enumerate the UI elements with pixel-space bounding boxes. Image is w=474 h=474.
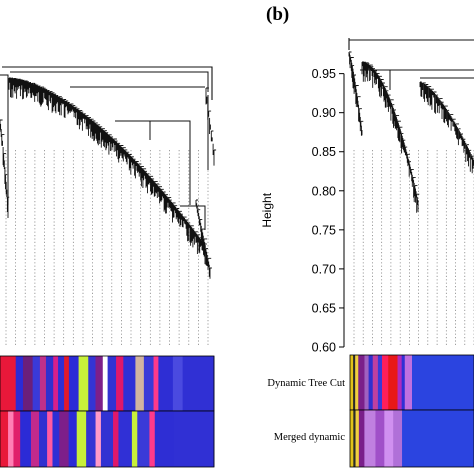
panel-a-row-1-segment [53,356,59,411]
panel-b-y-tick-label: 0.95 [312,67,336,81]
panel-b-row-dynamic-segment [377,355,383,410]
panel-b-row-dynamic-segment [350,355,354,410]
panel-a-row-1-segment [64,356,70,411]
panel-b-y-tick-label: 0.60 [312,341,336,355]
panel-a-row-2-segment [173,411,215,467]
panel-b-row-dynamic-segment [404,355,413,410]
panel-a-row-1-segment [32,356,41,411]
panel-a-row-2-segment [47,411,53,467]
panel-a-row-1-segment [158,356,174,411]
panel-b-y-tick-label: 0.85 [312,145,336,159]
panel-a-row-2-segment [39,411,48,467]
panel-b-row-label-merged: Merged dynamic [274,432,346,443]
panel-a-row-2-segment [8,411,14,467]
panel-a-row-1-segment [135,356,145,411]
panel-a-row-1-segment [107,356,117,411]
panel-b-row-dynamic-segment [388,355,398,410]
panel-b-row-merged-segment [358,410,365,467]
panel-b-row-dynamic-segment [382,355,389,410]
panel-a-row-1-segment [143,356,154,411]
panel-b-row-dynamic-segment [372,355,379,410]
panel-a-row-2-segment [59,411,70,467]
panel-a-dendrogram [0,66,217,468]
panel-a-row-2-segment [0,411,9,467]
panel-b-row-label-dynamic: Dynamic Tree Cut [267,378,345,389]
panel-a-row-1-segment [123,356,136,411]
panel-b-row-dynamic-segment [358,355,365,410]
panel-b-row-dynamic-segment [397,355,403,410]
panel-a-row-1-segment [39,356,47,411]
panel-b-y-axis-title: Height [260,192,274,227]
panel-b-mid-leaves [361,61,420,213]
panel-b-row-merged-segment [375,410,385,467]
panel-a-row-1-segment [182,356,215,411]
panel-a-row-1-segment [22,356,34,411]
panel-a-row-2-segment [86,411,96,467]
panel-b-y-tick-label: 0.70 [312,262,336,276]
panel-a-row-2-segment [76,411,87,467]
panel-b-top-merge [348,38,474,50]
panel-b-row-merged-segment [350,410,354,467]
panel-a-row-2-segment [52,411,60,467]
panel-a-row-1-segment [102,356,109,411]
panel-b-y-tick-label: 0.90 [312,106,336,120]
panel-a-row-2-segment [154,411,175,467]
panel-b-row-dynamic-segment [355,355,359,410]
panel-a-row-1-segment [58,356,65,411]
panel-b-row-merged-segment [353,410,356,467]
panel-b-label: (b) [266,4,289,25]
panel-a-row-1-segment [78,356,89,411]
panel-a-left-leaves [0,119,10,218]
panel-b-row-dynamic-segment [364,355,369,410]
panel-b-row-dynamic-segment [412,355,474,410]
panel-a-row-2-segment [113,411,119,467]
panel-b-y-tick-label: 0.80 [312,184,336,198]
panel-a-row-2-segment [30,411,40,467]
panel-a-left-branch [0,74,9,205]
panel-a-row-2-frame [0,410,215,468]
panel-b-merge-2 [360,69,474,90]
panel-a-row-1-segment [15,356,24,411]
panel-a-row-2-segment [118,411,133,467]
panel-a-row-1-segment [88,356,96,411]
panel-b-row-merged-segment [355,410,360,467]
panel-a-merge-4 [180,205,206,230]
panel-a-side-leaves [205,87,217,166]
panel-b-row-merged-segment [364,410,376,467]
panel-b-row-dynamic-segment [368,355,374,410]
panel-a-row-2-segment [95,411,102,467]
panel-a-row-1-segment [95,356,104,411]
panel-a-row-1-segment [116,356,124,411]
panel-a-tail-leaves [195,199,212,279]
panel-a-row-1-segment [0,356,17,411]
panel-b-dendrogram: 0.60 0.65 0.70 0.75 0.80 0.85 0.90 0.95 Height Dy… [260,38,474,468]
panel-a-row-2-segment [100,411,114,467]
panel-b-row-merged-segment [384,410,394,467]
panel-a-row-1-segment [68,356,79,411]
panel-a-row-2-segment [149,411,156,467]
panel-b-y-tick-label: 0.65 [312,301,336,315]
panel-b-leaf-guides [353,150,474,345]
panel-a-row-2-segment [137,411,150,467]
panel-a-row-2-segment [131,411,138,467]
panel-a-leaf-guides [5,150,209,345]
panel-a-row-1-segment [172,356,183,411]
panel-b-row-merged-frame [349,409,474,468]
panel-b-row-merged-segment [393,410,403,467]
panel-b-row-dynamic-segment [401,355,406,410]
panel-a-merge-3 [115,120,191,205]
panel-b-right-leaves [419,81,474,174]
panel-b-row-dynamic-segment [353,355,356,410]
panel-a-row-2-segment [20,411,32,467]
panel-a-main-leaves [8,77,207,265]
panel-a-row-1-segment [45,356,54,411]
panel-a-row-1-segment [153,356,159,411]
panel-a-row-2-segment [68,411,78,467]
panel-b-y-tick-label: 0.75 [312,223,336,237]
panel-a-top-merge [2,66,213,100]
panel-b-row-merged-segment [402,410,474,467]
panel-b-left-leaves [348,51,364,136]
panel-a-row-2-segment [13,411,21,467]
